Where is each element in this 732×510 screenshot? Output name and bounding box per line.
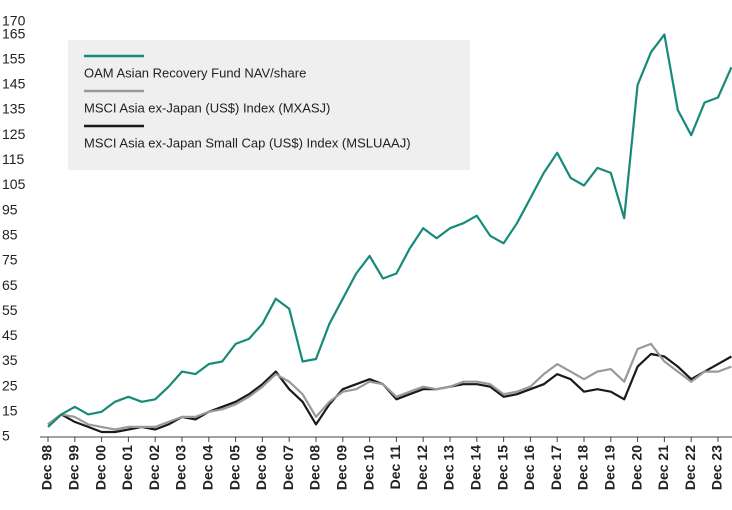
- y-tick-label: 5: [2, 428, 10, 444]
- x-tick-label: Dec 09: [334, 445, 350, 490]
- x-tick-label: Dec 11: [387, 445, 403, 490]
- x-tick-label: Dec 12: [414, 445, 430, 490]
- x-tick-label: Dec 03: [173, 445, 189, 490]
- legend: OAM Asian Recovery Fund NAV/share MSCI As…: [84, 54, 411, 150]
- y-tick-label: 125: [2, 126, 26, 142]
- y-tick-label: 25: [2, 377, 18, 393]
- x-tick-label: Dec 07: [280, 445, 296, 490]
- x-tick-label: Dec 18: [575, 445, 591, 490]
- x-tick-label: Dec 23: [709, 445, 725, 490]
- y-tick-label: 65: [2, 277, 18, 293]
- legend-label: MSCI Asia ex-Japan (US$) Index (MXASJ): [84, 100, 330, 115]
- y-tick-label: 115: [2, 151, 25, 167]
- x-tick-label: Dec 16: [521, 445, 537, 490]
- legend-box: [68, 40, 470, 170]
- x-tick-label: Dec 22: [682, 445, 698, 490]
- x-tick-label: Dec 19: [602, 445, 618, 490]
- x-tick-label: Dec 02: [146, 445, 162, 490]
- series-line: [47, 33, 732, 428]
- x-tick-label: Dec 04: [200, 445, 216, 490]
- y-tick-label: 155: [2, 50, 26, 66]
- series-line: [47, 352, 732, 434]
- x-tick-label: Dec 01: [119, 445, 135, 490]
- y-tick-label: 105: [2, 176, 26, 192]
- y-tick-label: 170: [2, 13, 26, 29]
- x-tick-label: Dec 05: [226, 445, 242, 490]
- y-tick-label: 35: [2, 352, 18, 368]
- x-tick-label: Dec 17: [548, 445, 564, 490]
- legend-label: OAM Asian Recovery Fund NAV/share: [84, 65, 306, 80]
- x-tick-label: Dec 98: [39, 445, 55, 490]
- y-tick-label: 15: [2, 403, 18, 419]
- legend-label: MSCI Asia ex-Japan Small Cap (US$) Index…: [84, 135, 411, 150]
- y-tick-label: 75: [2, 252, 18, 268]
- x-tick-label: Dec 10: [360, 445, 376, 490]
- x-tick-label: Dec 21: [655, 445, 671, 490]
- x-tick-label: Dec 13: [441, 445, 457, 490]
- y-tick-label: 55: [2, 302, 18, 318]
- y-tick-label: 165: [2, 25, 26, 41]
- y-tick-label: 45: [2, 327, 18, 343]
- plot-area: [47, 33, 732, 434]
- x-tick-label: Dec 06: [253, 445, 269, 490]
- y-tick-label: 135: [2, 101, 26, 117]
- x-tick-label: Dec 20: [628, 445, 644, 490]
- x-tick-label: Dec 99: [66, 445, 82, 490]
- y-tick-label: 145: [2, 76, 26, 92]
- y-tick-label: 95: [2, 201, 18, 217]
- x-tick-label: Dec 14: [468, 445, 484, 490]
- x-tick-label: Dec 15: [494, 445, 510, 490]
- x-tick-label: Dec 00: [92, 445, 108, 490]
- series-line: [47, 342, 732, 431]
- y-tick-label: 85: [2, 226, 18, 242]
- x-tick-label: Dec 08: [307, 445, 323, 490]
